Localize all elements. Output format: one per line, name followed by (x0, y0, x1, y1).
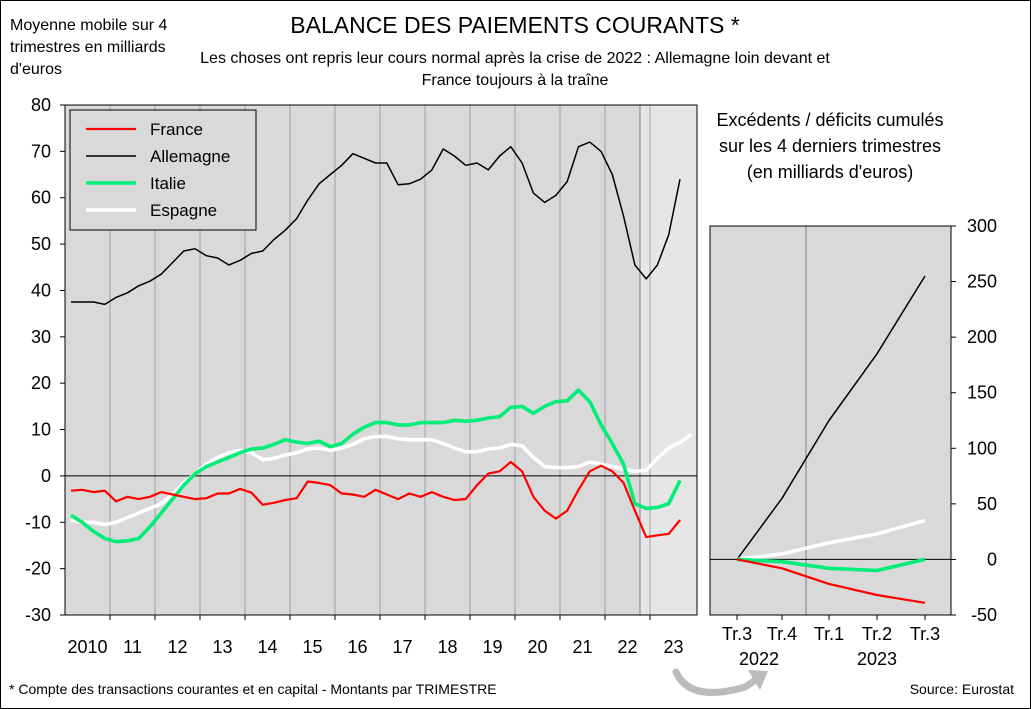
recent-period-shade (640, 105, 697, 615)
inset-x-tick-label: Tr.1 (814, 624, 844, 644)
x-tick-label: 18 (437, 637, 457, 657)
inset-x-tick-label: Tr.2 (862, 624, 892, 644)
unit-label: Moyenne mobile sur 4 trimestres en milli… (10, 17, 168, 78)
inset-series-line-allemagne (736, 275, 926, 560)
footnote: * Compte des transactions courantes et e… (9, 681, 497, 697)
x-tick-label: 19 (482, 637, 502, 657)
legend-label-italie: Italie (150, 174, 186, 193)
inset-series-line-italie (736, 557, 926, 573)
y-tick-label: 60 (31, 188, 51, 208)
y-tick-label: -30 (25, 605, 51, 625)
inset-x-tick-label: Tr.3 (910, 624, 940, 644)
connector-arrow (672, 668, 761, 696)
series-line-italie (70, 388, 682, 544)
connector-arrow-head (748, 670, 768, 690)
x-tick-label: 12 (167, 637, 187, 657)
y-tick-label: 70 (31, 141, 51, 161)
y-tick-label: 30 (31, 327, 51, 347)
series-line-france (70, 460, 681, 539)
inset-plot-border (709, 225, 952, 616)
inset-y-tick-label: 200 (967, 327, 997, 347)
x-tick-label: 14 (257, 637, 277, 657)
inset-y-tick-label: 0 (987, 549, 997, 569)
y-tick-label: -10 (25, 512, 51, 532)
y-tick-label: 80 (31, 95, 51, 115)
y-tick-label: -20 (25, 559, 51, 579)
series-line-espagne (70, 432, 693, 527)
inset-series-line-espagne (736, 518, 926, 562)
x-tick-label: 11 (123, 637, 142, 657)
inset-y-tick-label: 50 (977, 494, 997, 514)
inset-x-tick-label: Tr.3 (722, 624, 752, 644)
source-note: Source: Eurostat (909, 681, 1014, 697)
x-tick-label: 15 (302, 637, 322, 657)
chart-title: BALANCE DES PAIEMENTS COURANTS * (290, 12, 740, 38)
series-line-allemagne (71, 141, 681, 306)
legend-label-allemagne: Allemagne (150, 147, 230, 166)
inset-y-tick-label: 150 (967, 383, 997, 403)
inset-year-label: 2023 (857, 649, 897, 669)
inset-x-tick-label: Tr.4 (767, 624, 797, 644)
x-tick-label: 21 (572, 637, 592, 657)
y-tick-label: 10 (31, 420, 51, 440)
inset-y-tick-label: 300 (967, 216, 997, 236)
legend-label-france: France (150, 120, 203, 139)
y-tick-label: 20 (31, 373, 51, 393)
inset-title: Excédents / déficits cumulés sur les 4 d… (716, 110, 944, 182)
y-tick-label: 0 (41, 466, 51, 486)
inset-plot-area (710, 226, 951, 615)
x-tick-label: 13 (212, 637, 232, 657)
inset-year-label: 2022 (739, 649, 779, 669)
chart-subtitle: Les choses ont repris leur cours normal … (200, 50, 830, 89)
x-tick-label: 17 (392, 637, 412, 657)
y-tick-label: 40 (31, 280, 51, 300)
x-tick-label: 2010 (67, 637, 107, 657)
inset-series-line-france (736, 558, 926, 604)
x-tick-label: 16 (347, 637, 367, 657)
inset-y-tick-label: 250 (967, 272, 997, 292)
inset-y-tick-label: -50 (971, 605, 997, 625)
x-tick-label: 20 (527, 637, 547, 657)
legend-label-espagne: Espagne (150, 201, 217, 220)
x-tick-label: 23 (663, 637, 683, 657)
plot-border (64, 104, 698, 616)
x-tick-label: 22 (617, 637, 637, 657)
inset-y-tick-label: 100 (967, 438, 997, 458)
y-tick-label: 50 (31, 234, 51, 254)
